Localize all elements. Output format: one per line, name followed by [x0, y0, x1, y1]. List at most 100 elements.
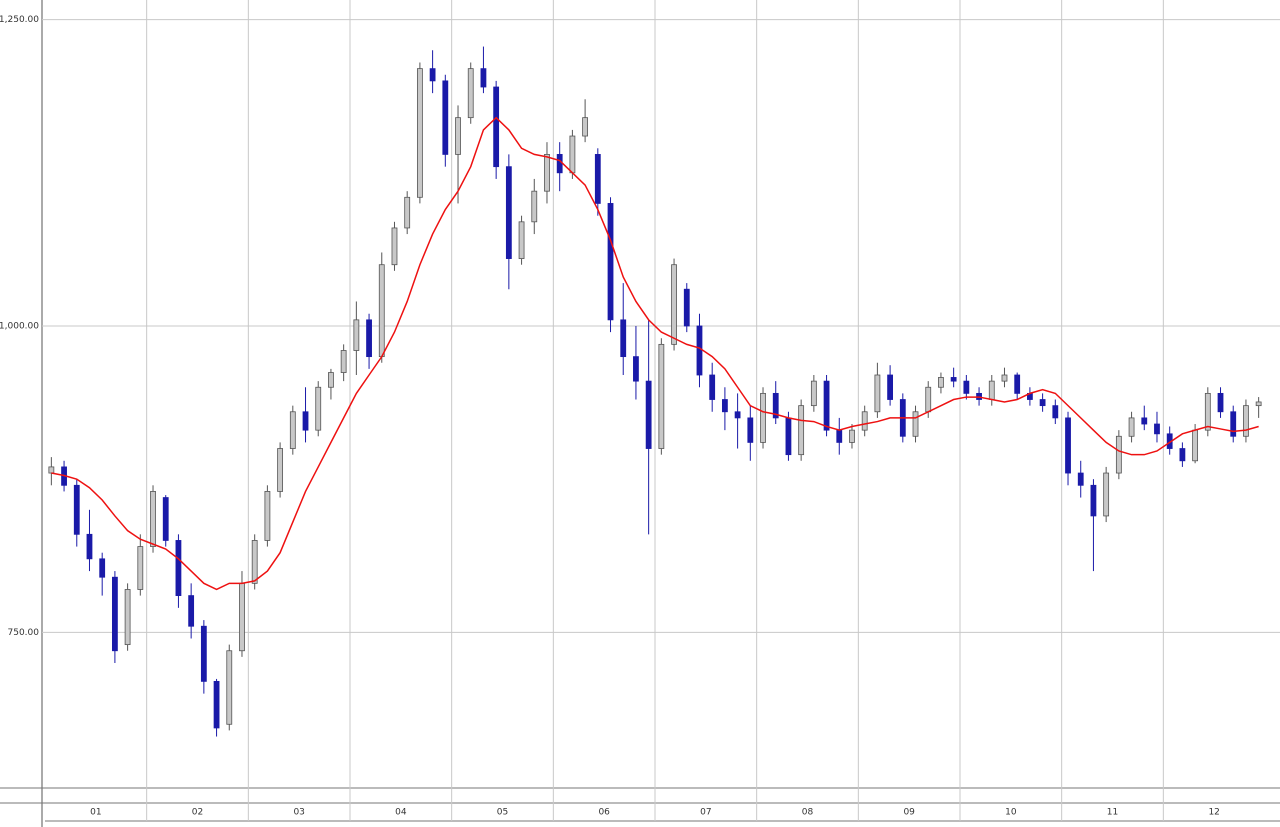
candle-body: [162, 497, 169, 541]
candle-body: [798, 405, 805, 456]
candle-body: [200, 625, 207, 682]
candle-body: [226, 650, 233, 725]
candle-body: [531, 190, 538, 223]
candle-body: [823, 380, 830, 431]
candle-body: [175, 540, 182, 596]
candle-body: [416, 68, 423, 198]
y-tick-label: 1,250.00: [0, 15, 39, 25]
x-tick-label: 12: [1208, 808, 1219, 818]
candle-body: [709, 374, 716, 400]
candle-body: [264, 491, 271, 541]
candle-body: [1103, 472, 1110, 517]
x-tick-label: 03: [293, 808, 304, 818]
candle-body: [1001, 374, 1008, 382]
candle-body: [137, 546, 144, 590]
candle-body: [73, 484, 80, 535]
x-tick-label: 05: [497, 808, 508, 818]
candle-body: [950, 377, 957, 382]
candle-body: [505, 166, 512, 259]
candle-body: [874, 374, 881, 413]
candle-body: [772, 392, 779, 419]
candle-body: [1065, 417, 1071, 474]
candle-body: [887, 374, 894, 400]
candle-body: [188, 595, 195, 627]
candle-body: [1077, 472, 1084, 486]
candle-body: [683, 288, 690, 327]
x-tick-label: 06: [598, 808, 610, 818]
candle-body: [963, 380, 970, 394]
candle-body: [620, 319, 627, 358]
moving-average: [51, 116, 1259, 591]
candle-body: [760, 392, 766, 443]
candle-body: [493, 86, 500, 168]
candle-body: [810, 380, 817, 407]
x-tick-label: 08: [802, 808, 814, 818]
candle-body: [289, 411, 296, 449]
candle-body: [251, 540, 258, 584]
x-tick-label: 07: [700, 808, 711, 818]
candle-body: [1204, 392, 1211, 431]
x-tick-label: 01: [90, 808, 101, 818]
candle-body: [366, 319, 372, 358]
candle-body: [467, 68, 474, 119]
candle-body: [48, 466, 55, 474]
candle-body: [1154, 423, 1160, 435]
candle-body: [607, 203, 614, 321]
candle-body: [938, 377, 944, 388]
candle-body: [696, 325, 703, 376]
candle-body: [213, 680, 220, 729]
candle-body: [1141, 417, 1148, 425]
candle-body: [239, 582, 245, 652]
x-tick-label: 11: [1107, 808, 1118, 818]
candle-body: [658, 343, 665, 449]
candle-body: [1014, 374, 1021, 394]
candle-body: [747, 417, 754, 443]
candle-body: [378, 264, 385, 358]
y-tick-label: 750.00: [8, 628, 40, 638]
x-tick-label: 02: [192, 808, 203, 818]
candle-body: [480, 68, 487, 88]
candle-body: [404, 196, 411, 229]
candle-body: [912, 411, 919, 437]
candle-body: [1128, 417, 1135, 437]
candle-body: [1243, 405, 1249, 437]
x-tick-label: 04: [395, 808, 407, 818]
candle-body: [328, 372, 334, 388]
candle-body: [721, 399, 728, 413]
candle-body: [569, 135, 576, 174]
candle-body: [302, 411, 309, 431]
candle-body: [150, 491, 156, 547]
x-tick-label: 09: [903, 808, 915, 818]
candle-body: [442, 80, 449, 155]
candle-body: [861, 411, 868, 431]
candle-body: [455, 117, 461, 155]
candle-body: [429, 68, 436, 82]
candle-body: [1192, 429, 1199, 462]
candle-body: [594, 154, 601, 204]
candle-body: [582, 117, 589, 137]
candle-body: [544, 154, 550, 192]
candle-body: [353, 319, 360, 351]
candle-body: [988, 380, 995, 400]
candle-body: [734, 411, 741, 419]
candle-body: [785, 417, 792, 456]
candle-body: [556, 154, 563, 174]
x-tick-label: 10: [1005, 808, 1017, 818]
candle-body: [315, 386, 322, 431]
candle-body: [1230, 411, 1237, 437]
candle-body: [1115, 435, 1122, 474]
candle-body: [849, 429, 855, 443]
candle-body: [1090, 484, 1097, 517]
candle-body: [645, 380, 652, 449]
candle-body: [836, 429, 843, 443]
candle-body: [99, 558, 106, 578]
candle-body: [925, 386, 932, 413]
candle-body: [124, 589, 131, 646]
candle-body: [111, 576, 118, 652]
candle-body: [1217, 392, 1224, 413]
candle-body: [518, 221, 525, 259]
candle-body: [633, 356, 639, 382]
candle-body: [1039, 399, 1046, 407]
y-tick-label: 1,000.00: [0, 321, 39, 331]
